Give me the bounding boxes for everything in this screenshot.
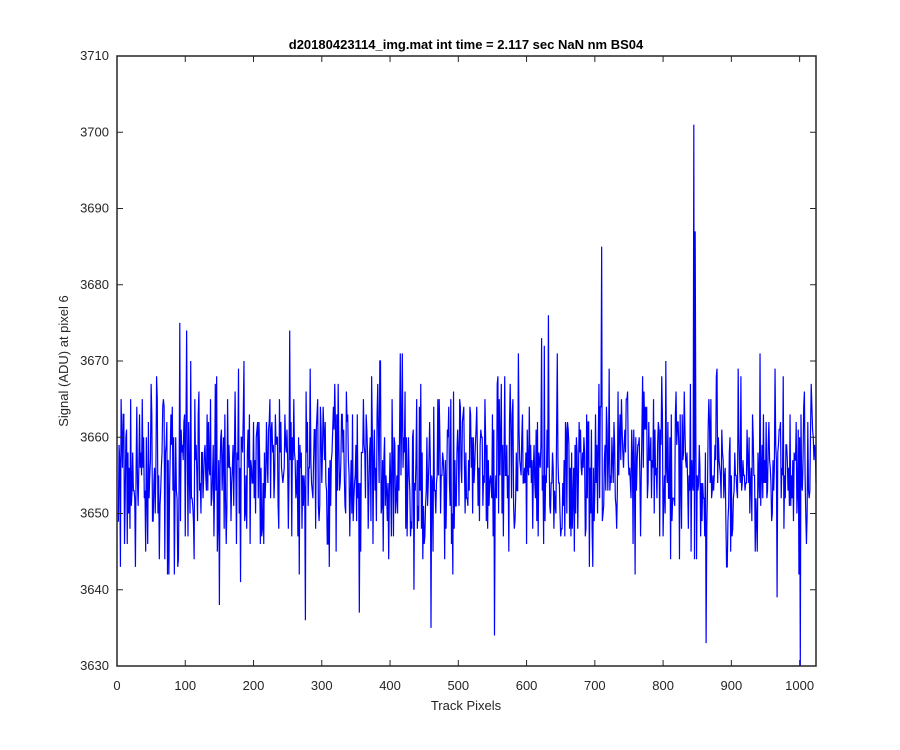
x-tick-label: 0 xyxy=(113,678,120,693)
y-tick-label: 3680 xyxy=(80,277,109,292)
y-tick-label: 3640 xyxy=(80,582,109,597)
x-tick-label: 200 xyxy=(243,678,265,693)
x-tick-label: 300 xyxy=(311,678,333,693)
x-tick-label: 100 xyxy=(174,678,196,693)
x-tick-label: 800 xyxy=(652,678,674,693)
y-tick-label: 3650 xyxy=(80,506,109,521)
x-tick-label: 1000 xyxy=(785,678,814,693)
y-tick-label: 3700 xyxy=(80,124,109,139)
y-axis: 3630 3640 3650 3660 3670 3680 3690 3700 3710 xyxy=(80,48,816,673)
chart-title: d20180423114_img.mat int time = 2.117 se… xyxy=(289,37,644,52)
series-line xyxy=(117,124,817,667)
y-tick-label: 3670 xyxy=(80,353,109,368)
y-tick-label: 3630 xyxy=(80,658,109,673)
x-axis-label: Track Pixels xyxy=(431,698,502,713)
y-tick-label: 3710 xyxy=(80,48,109,63)
x-tick-label: 500 xyxy=(447,678,469,693)
x-axis: 0 100 200 300 400 500 600 700 800 900 1000 xyxy=(113,56,814,693)
series-layer xyxy=(117,124,817,667)
x-tick-label: 400 xyxy=(379,678,401,693)
y-axis-label: Signal (ADU) at pixel 6 xyxy=(56,295,71,427)
y-tick-label: 3690 xyxy=(80,201,109,216)
y-tick-label: 3660 xyxy=(80,429,109,444)
x-tick-label: 600 xyxy=(516,678,538,693)
plot-area xyxy=(117,56,816,666)
x-tick-label: 700 xyxy=(584,678,606,693)
x-tick-label: 900 xyxy=(721,678,743,693)
